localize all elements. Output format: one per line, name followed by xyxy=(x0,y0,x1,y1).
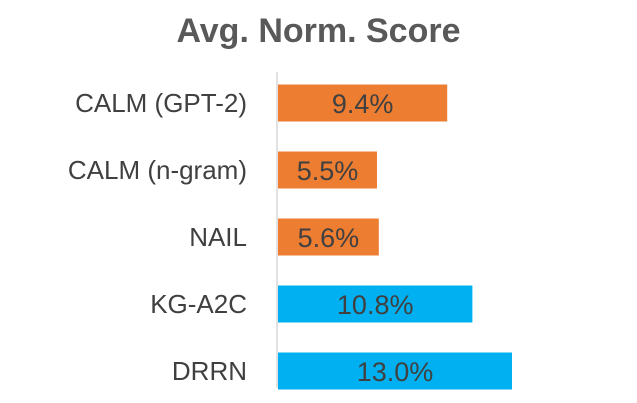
category-label: CALM (GPT-2) xyxy=(75,88,247,118)
data-label: 9.4% xyxy=(332,89,394,119)
data-label: 5.5% xyxy=(297,156,359,186)
category-label: DRRN xyxy=(172,356,247,386)
bar xyxy=(278,352,512,390)
bar xyxy=(278,218,379,256)
category-label: NAIL xyxy=(189,222,247,252)
category-label: CALM (n-gram) xyxy=(68,155,247,185)
bar xyxy=(278,285,473,323)
chart-title: Avg. Norm. Score xyxy=(176,12,461,50)
bar xyxy=(278,151,377,189)
data-label: 5.6% xyxy=(298,223,360,253)
bar xyxy=(278,84,448,122)
category-label: KG-A2C xyxy=(150,289,247,319)
data-label: 10.8% xyxy=(337,290,414,320)
data-label: 13.0% xyxy=(357,357,434,387)
